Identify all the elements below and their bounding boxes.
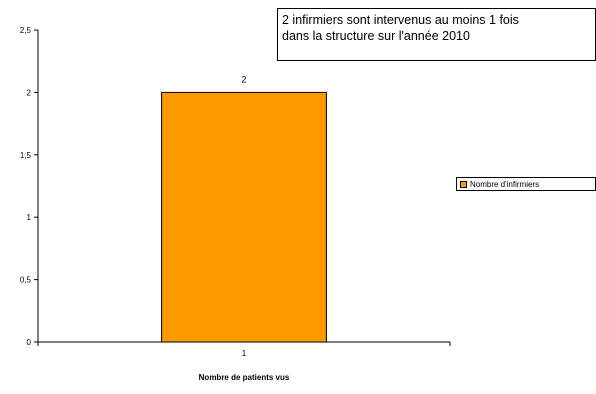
- y-tick-label: 1,5: [20, 151, 32, 160]
- y-tick-label: 2: [27, 88, 32, 97]
- bar: [161, 91, 327, 343]
- y-tick-label: 0,5: [20, 276, 32, 285]
- chart-annotation: 2 infirmiers sont intervenus au moins 1 …: [277, 8, 596, 61]
- legend-label: Nombre d'infirmiers: [470, 179, 540, 189]
- annotation-line-2: dans la structure sur l'année 2010: [282, 29, 470, 43]
- bar-data-label: 2: [241, 74, 246, 84]
- annotation-line-1: 2 infirmiers sont intervenus au moins 1 …: [282, 13, 519, 27]
- y-tick-label: 0: [27, 338, 32, 347]
- y-tick-label: 1: [27, 213, 32, 222]
- x-tick-label: 1: [242, 349, 247, 358]
- legend-swatch: [460, 180, 467, 188]
- chart-legend: Nombre d'infirmiers: [456, 177, 596, 191]
- x-axis-title: Nombre de patients vus: [199, 373, 290, 382]
- y-tick-label: 2,5: [20, 26, 32, 35]
